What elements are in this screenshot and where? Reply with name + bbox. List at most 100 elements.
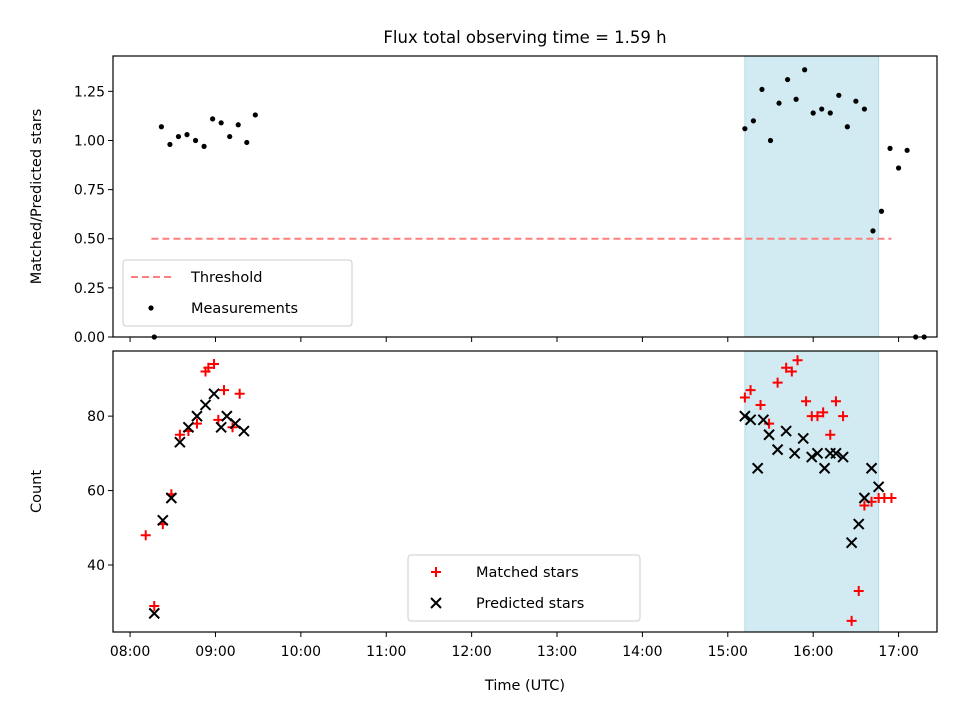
predicted-stars-point bbox=[757, 414, 770, 426]
matched-stars-point bbox=[801, 396, 812, 407]
y-tick-label: 0.75 bbox=[74, 183, 105, 199]
x-tick-label: 11:00 bbox=[366, 644, 406, 660]
predicted-stars-point bbox=[865, 462, 878, 474]
predicted-stars-point bbox=[780, 425, 792, 437]
shaded-interval bbox=[744, 55, 880, 338]
matched-stars-point bbox=[846, 615, 857, 626]
y-tick-label: 0.50 bbox=[74, 232, 105, 248]
x-tick-label: 14:00 bbox=[622, 644, 662, 660]
measurements-point bbox=[819, 106, 825, 112]
predicted-stars-point bbox=[215, 421, 227, 434]
matched-stars-point bbox=[838, 411, 849, 422]
measurements-point bbox=[244, 139, 250, 146]
predicted-stars-point bbox=[811, 447, 824, 460]
y-axis-label: Matched/Predicted stars bbox=[29, 109, 45, 285]
matched-stars-point bbox=[219, 385, 230, 396]
matched-stars-point bbox=[745, 385, 756, 396]
matched-stars-point bbox=[818, 407, 829, 418]
predicted-stars-point bbox=[751, 462, 764, 474]
x-tick-label: 12:00 bbox=[451, 644, 491, 660]
predicted-stars-point bbox=[744, 414, 757, 426]
x-tick-label: 15:00 bbox=[708, 644, 748, 660]
measurements-point bbox=[776, 100, 782, 106]
threshold-legend-label: Threshold bbox=[190, 270, 262, 286]
measurements-point bbox=[184, 132, 190, 138]
predicted-stars-point bbox=[763, 429, 775, 441]
x-axis-label: Time (UTC) bbox=[484, 678, 565, 694]
measurements-point bbox=[210, 116, 216, 122]
measurements-legend-marker bbox=[148, 305, 154, 311]
predicted-stars-point bbox=[830, 447, 842, 460]
measurements-point bbox=[158, 124, 164, 130]
x-tick-label: 16:00 bbox=[793, 644, 833, 660]
matched-stars-point bbox=[209, 359, 220, 370]
x-tick-label: 17:00 bbox=[878, 644, 918, 660]
measurements-point bbox=[878, 208, 885, 214]
y-tick-label: 0.00 bbox=[74, 330, 105, 346]
measurements-point bbox=[810, 110, 816, 116]
matched-stars-point bbox=[755, 399, 766, 410]
legend: Matched stars Predicted stars bbox=[407, 554, 641, 622]
matched-stars-point bbox=[853, 586, 864, 597]
predicted-stars-point bbox=[818, 462, 831, 474]
measurements-point bbox=[235, 122, 241, 128]
y-tick-label: 1.25 bbox=[74, 84, 105, 100]
predicted-stars-point bbox=[238, 425, 250, 437]
measurements-point bbox=[252, 112, 258, 118]
measurements-point bbox=[175, 133, 182, 140]
matched-stars-point bbox=[772, 377, 783, 388]
matched-stars-point bbox=[812, 411, 823, 422]
predicted-stars-point bbox=[837, 451, 849, 463]
chart-title: Flux total observing time = 1.59 h bbox=[383, 28, 666, 47]
legend-box bbox=[122, 259, 353, 327]
measurements-point bbox=[227, 133, 233, 140]
matched-stars-point bbox=[191, 418, 202, 429]
predicted-stars-point bbox=[208, 388, 220, 400]
measurements-point bbox=[759, 86, 765, 93]
predicted-stars-point bbox=[853, 518, 865, 530]
measurements-point bbox=[844, 124, 850, 130]
measurements-point bbox=[784, 76, 791, 83]
measurements-point bbox=[192, 137, 199, 144]
matched-stars-point bbox=[174, 429, 185, 440]
predicted-stars-point bbox=[845, 536, 858, 549]
predicted-stars-point bbox=[788, 447, 801, 460]
matched-stars-point bbox=[792, 355, 803, 366]
axes-frame bbox=[112, 55, 938, 338]
matched-stars-point bbox=[825, 429, 836, 440]
predicted-stars-point bbox=[199, 399, 212, 411]
measurements-legend-label: Measurements bbox=[191, 301, 298, 317]
matched-stars-point bbox=[203, 362, 214, 373]
predicted-stars-point bbox=[148, 607, 160, 620]
measurements-point bbox=[201, 143, 207, 149]
measurements-point bbox=[802, 67, 808, 73]
panel-count: 40 60 80 08:00 09:00 10:00 11:00 12:00 13:00 14:0… bbox=[29, 350, 938, 694]
x-tick-label: 09:00 bbox=[195, 644, 235, 660]
matched-stars-point bbox=[739, 392, 750, 403]
measurements-point bbox=[895, 165, 902, 171]
measurements-point bbox=[861, 106, 868, 112]
predicted-stars-point bbox=[157, 514, 169, 527]
predicted-stars-point bbox=[797, 432, 809, 445]
matched-stars-point bbox=[886, 493, 897, 504]
y-tick-label: 80 bbox=[87, 409, 105, 425]
matched-stars-legend-marker bbox=[431, 567, 441, 577]
x-tick-label: 13:00 bbox=[537, 644, 577, 660]
measurements-point bbox=[793, 96, 799, 102]
x-tick-label: 10:00 bbox=[281, 644, 321, 660]
measurements-point bbox=[750, 118, 757, 124]
measurements-point bbox=[742, 126, 748, 132]
matched-stars-point bbox=[859, 500, 870, 511]
measurements-point bbox=[853, 98, 859, 104]
predicted-stars-point bbox=[191, 410, 203, 422]
predicted-stars-point bbox=[806, 451, 818, 463]
predicted-stars-point bbox=[872, 481, 885, 493]
y-tick-label: 0.25 bbox=[74, 281, 105, 297]
measurements-point bbox=[167, 141, 173, 148]
matched-stars-point bbox=[781, 362, 792, 373]
x-tick-label: 08:00 bbox=[110, 644, 150, 660]
matched-stars-point bbox=[140, 530, 151, 541]
predicted-stars-point bbox=[771, 443, 784, 456]
matched-stars-point bbox=[830, 396, 841, 407]
